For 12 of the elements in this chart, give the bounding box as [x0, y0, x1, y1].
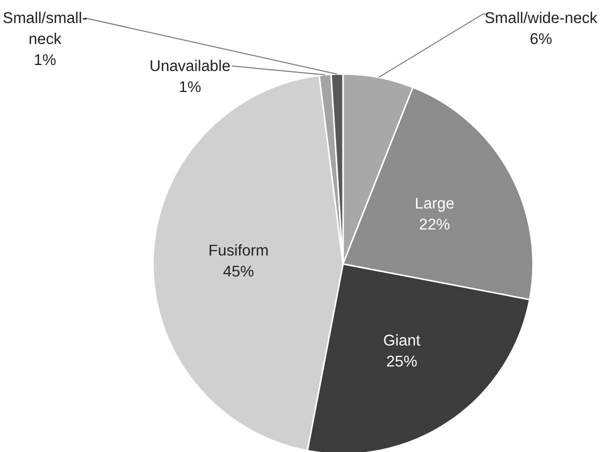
slice-label: Giant [383, 332, 421, 350]
data-label: 6% [530, 31, 552, 48]
data-label: 45% [223, 264, 254, 281]
data-label: 22% [419, 216, 450, 234]
slice-label: Small/wide-neck [484, 10, 598, 27]
data-label: 1% [34, 52, 56, 69]
data-label: 25% [386, 353, 418, 370]
slice-label: Unavailable [150, 58, 230, 75]
slice-label: Fusiform [208, 242, 269, 260]
slice-label: Small/small-neck [2, 10, 88, 48]
data-label: 1% [178, 79, 202, 96]
slice-label: Large [414, 196, 454, 213]
